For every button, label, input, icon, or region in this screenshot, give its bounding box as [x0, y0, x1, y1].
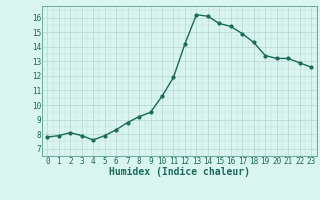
X-axis label: Humidex (Indice chaleur): Humidex (Indice chaleur) [109, 167, 250, 177]
